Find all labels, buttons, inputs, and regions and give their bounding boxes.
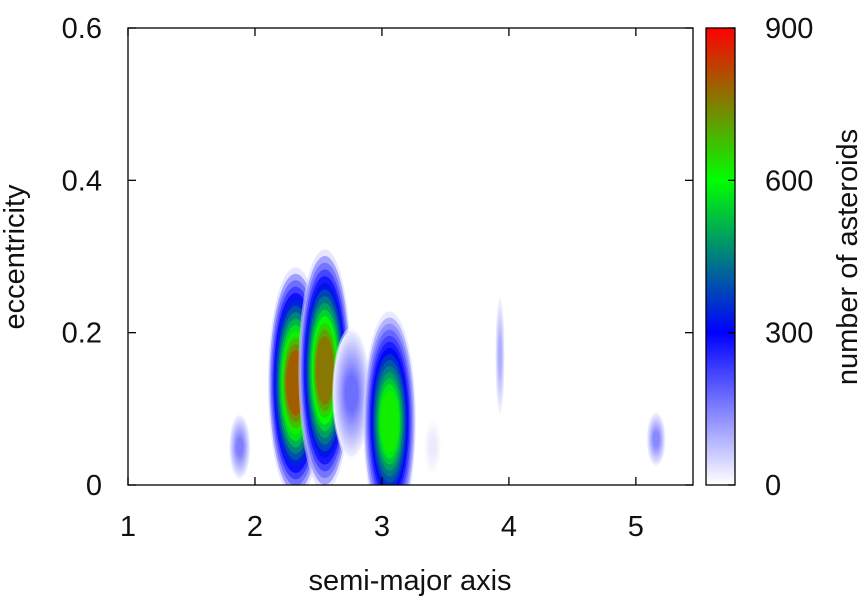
density-cluster bbox=[646, 411, 666, 467]
density-contour bbox=[498, 338, 502, 373]
density-cluster bbox=[268, 267, 324, 485]
density-contour bbox=[380, 390, 399, 453]
plot-frame bbox=[127, 27, 694, 486]
x-tick-label: 3 bbox=[374, 511, 390, 543]
y-tick-label: 0.2 bbox=[62, 318, 102, 350]
density-contour bbox=[315, 336, 334, 405]
density-cluster bbox=[228, 413, 251, 480]
colorbar-label: number of asteroids bbox=[832, 129, 864, 385]
density-contour bbox=[652, 431, 660, 448]
density-cluster bbox=[495, 295, 505, 417]
density-contour bbox=[344, 374, 359, 413]
colorbar-tick-label: 900 bbox=[765, 13, 813, 45]
y-tick-label: 0 bbox=[86, 470, 102, 502]
x-tick-label: 1 bbox=[120, 511, 136, 543]
density-contour bbox=[429, 439, 436, 455]
x-tick-label: 2 bbox=[247, 511, 263, 543]
density-cluster bbox=[363, 311, 416, 485]
x-axis-ticks: 1 2 3 4 5 bbox=[120, 28, 644, 543]
x-tick-label: 4 bbox=[501, 511, 517, 543]
x-axis-label: semi-major axis bbox=[308, 565, 511, 597]
density-cluster bbox=[298, 249, 352, 485]
density-cluster bbox=[332, 327, 371, 460]
y-axis-label: eccentricity bbox=[0, 184, 31, 330]
colorbar-tick-label: 300 bbox=[765, 318, 813, 350]
y-axis-ticks: 0 0.2 0.4 0.6 bbox=[62, 13, 693, 502]
colorbar-tick-label: 0 bbox=[765, 470, 781, 502]
colorbar-ticks: 0 300 600 900 bbox=[728, 13, 813, 502]
density-contour bbox=[236, 437, 244, 457]
y-tick-label: 0.6 bbox=[62, 13, 102, 45]
y-tick-label: 0.4 bbox=[62, 165, 102, 197]
heatmap-density-layer bbox=[228, 249, 666, 485]
colorbar-tick-label: 600 bbox=[765, 165, 813, 197]
colorbar bbox=[705, 27, 736, 486]
x-tick-label: 5 bbox=[628, 511, 644, 543]
density-cluster bbox=[424, 419, 442, 475]
